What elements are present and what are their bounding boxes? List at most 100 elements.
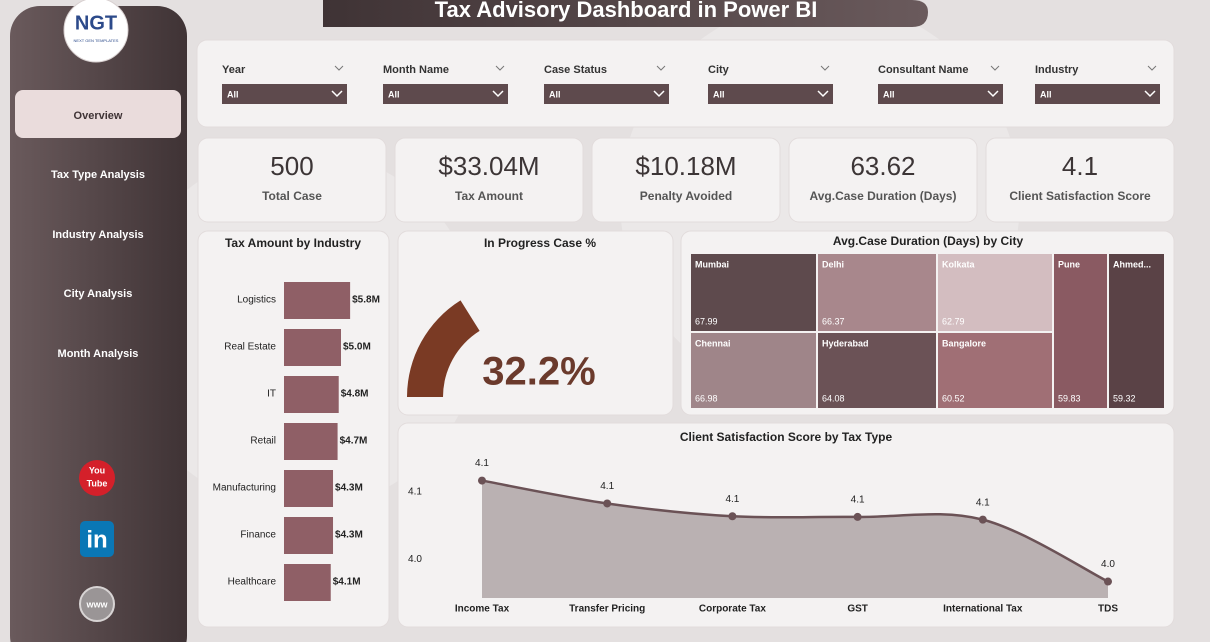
panel <box>196 39 1175 128</box>
sidebar <box>10 6 187 642</box>
x-tick-label: TDS <box>1098 604 1118 615</box>
filter-dropdown[interactable] <box>222 84 347 104</box>
treemap-tile <box>818 333 936 408</box>
filter-value[interactable]: All <box>388 89 400 99</box>
kpi-label: Penalty Avoided <box>640 189 732 203</box>
filter-value[interactable]: All <box>549 89 561 99</box>
value-label: $4.3M <box>335 483 363 494</box>
panel <box>397 230 674 416</box>
treemap-tile <box>1109 254 1164 408</box>
kpi-value: 500 <box>270 151 313 181</box>
chevron <box>656 65 666 71</box>
nav-item[interactable]: Industry Analysis <box>52 229 143 241</box>
logo-text: NGT <box>75 12 117 34</box>
area <box>482 480 1108 598</box>
tile-value: 59.83 <box>1058 393 1081 403</box>
filter-dropdown[interactable] <box>878 84 1003 104</box>
filter-value[interactable]: All <box>883 89 895 99</box>
tile-label: Chennai <box>695 338 731 348</box>
logo-tagline: NEXT GEN TEMPLATES <box>74 38 119 43</box>
chevron <box>820 65 830 71</box>
bar <box>284 423 338 460</box>
nav-item[interactable]: Overview <box>74 110 123 122</box>
bar <box>284 564 331 601</box>
kpi-label: Avg.Case Duration (Days) <box>810 189 957 203</box>
filter-dropdown[interactable] <box>383 84 508 104</box>
y-tick-label: 4.1 <box>408 487 422 498</box>
point <box>603 499 612 508</box>
filter-value[interactable]: All <box>1040 89 1052 99</box>
nav-item[interactable]: Month Analysis <box>58 348 139 360</box>
tile-value: 60.52 <box>942 393 965 403</box>
filter-label: Year <box>222 64 246 76</box>
chevron <box>653 90 665 98</box>
kpi-value: $10.18M <box>635 151 736 181</box>
x-tick-label: GST <box>847 604 868 615</box>
website-text: www <box>85 599 108 609</box>
filter-label: Industry <box>1035 64 1079 76</box>
kpi-label: Tax Amount <box>455 189 523 203</box>
point <box>978 515 987 524</box>
value-label: 4.1 <box>851 495 865 506</box>
tile-label: Pune <box>1058 259 1080 269</box>
panel <box>394 137 584 223</box>
panel <box>591 137 781 223</box>
x-tick-label: Income Tax <box>455 604 510 615</box>
youtube-icon[interactable] <box>79 460 115 496</box>
bar <box>284 470 334 507</box>
bar <box>284 282 351 319</box>
category-label: Manufacturing <box>213 483 276 494</box>
category-label: Retail <box>250 436 276 447</box>
nav-item[interactable]: City Analysis <box>64 288 133 300</box>
x-tick-label: Corporate Tax <box>699 604 766 615</box>
point <box>478 476 486 485</box>
value-label: 4.1 <box>976 497 990 508</box>
tile-value: 66.98 <box>695 393 718 403</box>
x-tick-label: International Tax <box>943 604 1023 615</box>
tile-label: Bangalore <box>942 338 986 348</box>
filter-value[interactable]: All <box>713 89 725 99</box>
filter-value[interactable]: All <box>227 89 239 99</box>
category-label: Logistics <box>237 295 276 306</box>
value-label: 4.1 <box>475 458 489 469</box>
treemap-tile <box>938 333 1052 408</box>
filter-dropdown[interactable] <box>708 84 833 104</box>
website-icon[interactable] <box>79 586 115 622</box>
youtube-text: Tube <box>87 478 108 488</box>
point <box>728 512 737 521</box>
tile-value: 62.79 <box>942 316 965 326</box>
chevron <box>1147 65 1157 71</box>
bar <box>284 329 341 366</box>
filter-dropdown[interactable] <box>1035 84 1160 104</box>
chart-title: Client Satisfaction Score by Tax Type <box>680 430 893 444</box>
bar <box>284 376 339 413</box>
chevron <box>990 65 1000 71</box>
chevron <box>492 90 504 98</box>
panel <box>788 137 978 223</box>
filter-label: Month Name <box>383 64 449 76</box>
chevron <box>334 65 344 71</box>
chart-title: Tax Amount by Industry <box>225 236 361 250</box>
linkedin-icon[interactable] <box>80 521 114 557</box>
value-label: 4.1 <box>600 481 614 492</box>
filter-label: City <box>708 64 730 76</box>
value-label: 4.1 <box>725 494 739 505</box>
nav-item[interactable]: Tax Type Analysis <box>51 169 145 181</box>
tile-value: 64.08 <box>822 393 845 403</box>
kpi-label: Client Satisfaction Score <box>1009 189 1151 203</box>
value-label: $4.3M <box>335 530 363 541</box>
tile-value: 67.99 <box>695 316 718 326</box>
chevron <box>495 65 505 71</box>
tile-label: Kolkata <box>942 259 976 269</box>
nav-active[interactable] <box>15 90 181 138</box>
chevron <box>987 90 999 98</box>
tile-value: 66.37 <box>822 316 845 326</box>
gauge-fill <box>407 300 480 397</box>
value-label: $4.7M <box>340 436 368 447</box>
x-tick-label: Transfer Pricing <box>569 604 645 615</box>
tile-label: Mumbai <box>695 259 729 269</box>
filter-dropdown[interactable] <box>544 84 669 104</box>
value-label: $4.1M <box>333 577 361 588</box>
youtube-text: You <box>89 465 105 475</box>
